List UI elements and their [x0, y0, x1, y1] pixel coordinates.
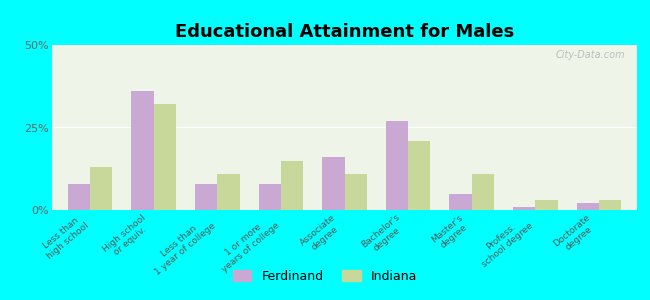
Bar — [195, 184, 217, 210]
Text: City-Data.com: City-Data.com — [556, 50, 625, 60]
Bar — [131, 91, 154, 210]
Bar — [535, 200, 558, 210]
Bar — [577, 203, 599, 210]
Bar — [449, 194, 472, 210]
Bar — [472, 174, 494, 210]
Bar — [281, 160, 303, 210]
Bar — [408, 141, 430, 210]
Title: Educational Attainment for Males: Educational Attainment for Males — [175, 23, 514, 41]
Bar — [322, 157, 344, 210]
Bar — [90, 167, 112, 210]
Bar — [386, 121, 408, 210]
Bar — [154, 104, 176, 210]
Bar — [68, 184, 90, 210]
Bar — [259, 184, 281, 210]
Bar — [344, 174, 367, 210]
Legend: Ferdinand, Indiana: Ferdinand, Indiana — [227, 265, 422, 288]
Bar — [513, 207, 535, 210]
Bar — [217, 174, 240, 210]
Bar — [599, 200, 621, 210]
